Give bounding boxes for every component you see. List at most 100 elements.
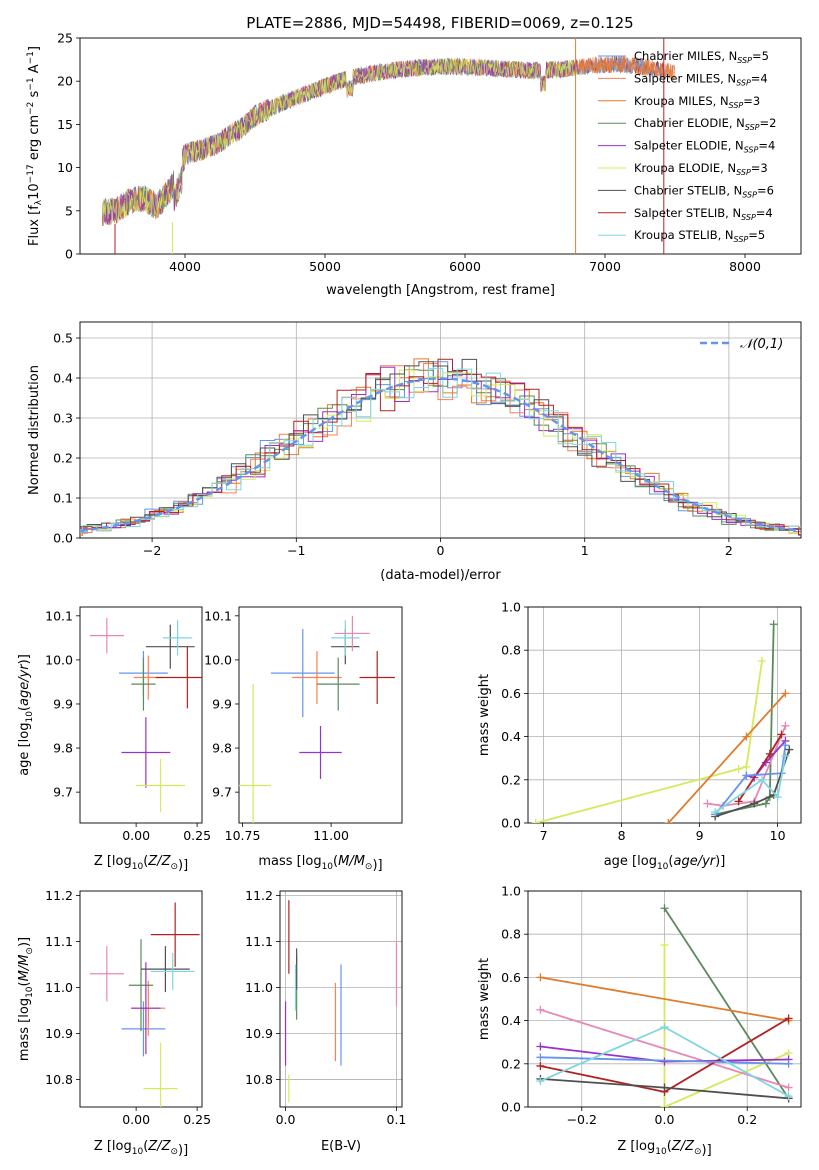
y-tick-label: 10.1 — [45, 608, 73, 623]
weight_vs_age-plot — [531, 620, 794, 823]
series-marker — [536, 1042, 545, 1051]
spectrum-line — [102, 58, 577, 226]
y-tick-label: 9.9 — [53, 696, 73, 711]
x-tick-label: 9 — [696, 828, 704, 843]
label-part: )] — [715, 854, 725, 869]
y-tick-label: 0.6 — [501, 970, 521, 985]
label-sup: −1 — [26, 77, 36, 90]
label-sub: ⊙ — [170, 1147, 178, 1157]
histogram-plot — [80, 358, 801, 536]
y-tick-label: 10.9 — [45, 1026, 73, 1041]
series-marker — [781, 689, 790, 698]
legend-sub: SSP — [736, 78, 751, 87]
y-tick-label: 10.8 — [245, 1072, 273, 1087]
x-tick-label: 7000 — [589, 259, 621, 274]
label-part: Z [log — [617, 1139, 655, 1154]
series-marker — [765, 749, 774, 758]
series-marker — [781, 721, 790, 730]
label-part: Z [log — [94, 1139, 132, 1154]
spectrum-axes: 4000 5000 6000 7000 8000 0 5 10 15 20 25 wavelength… — [26, 31, 802, 298]
legend-sub: SSP — [734, 235, 749, 244]
y-tick-label: 0.4 — [53, 371, 73, 386]
y-tick-label: 0.8 — [501, 643, 521, 658]
x-tick-label: 0 — [437, 543, 445, 558]
spectrum-line — [102, 55, 664, 226]
series-marker — [742, 762, 751, 771]
label-part: age/yr — [17, 663, 32, 706]
label-part: Flux [f — [27, 205, 42, 246]
label-sub: 10 — [25, 711, 35, 723]
series-line — [714, 755, 787, 813]
mass_vs_ebv-plot — [284, 900, 398, 1103]
series-marker — [711, 808, 720, 817]
y-tick-label: 1.0 — [501, 600, 521, 615]
x-tick-label: 1 — [581, 543, 589, 558]
series-marker — [660, 904, 669, 913]
series-marker — [664, 819, 673, 823]
series-marker — [758, 775, 766, 784]
axes-frame — [79, 890, 203, 1108]
legend-text: =4 — [751, 71, 768, 85]
legend-entry: Salpeter STELIB, NSSP=4 — [634, 206, 773, 222]
x-tick-label: 6000 — [449, 259, 481, 274]
label-part: )] — [178, 858, 188, 873]
label-part: )] — [702, 1143, 712, 1158]
label-part: mass [log — [258, 854, 321, 869]
label-part: ( — [17, 706, 32, 711]
label-sup: −2 — [26, 102, 36, 115]
x-axis-label: wavelength [Angstrom, rest frame] — [326, 283, 555, 298]
axes-frame — [238, 606, 403, 824]
legend-sub: SSP — [742, 190, 757, 199]
series-marker — [536, 1077, 545, 1086]
series-marker — [781, 741, 790, 750]
y-tick-label: 10 — [57, 160, 73, 175]
x-tick-label: 10.75 — [225, 828, 261, 843]
spectrum-line — [102, 55, 675, 226]
y-tick-label: 9.7 — [53, 785, 73, 800]
x-tick-label: 2 — [725, 543, 733, 558]
x-axis-label: Z [log10(Z/Z⊙)] — [94, 854, 188, 873]
series-marker — [660, 1057, 669, 1066]
label-sub: ⊙ — [170, 862, 178, 872]
mass_vs_ebv-axes: 0.0 0.1 10.8 10.9 11.0 11.1 11.2 E(B-V) — [245, 888, 406, 1154]
label-sub: 10 — [132, 862, 144, 872]
legend-text: Kroupa MILES, N — [634, 94, 729, 108]
x-tick-label: 7 — [540, 828, 548, 843]
y-tick-label: 0.2 — [501, 1056, 521, 1071]
label-sub: ⊙ — [694, 1147, 702, 1157]
label-part: A — [27, 64, 42, 77]
label-part: age/yr — [673, 854, 716, 869]
legend-entry: Chabrier ELODIE, NSSP=2 — [634, 116, 776, 132]
y-tick-label: 0.2 — [53, 451, 73, 466]
x-axis-label: E(B-V) — [321, 1139, 361, 1154]
mass_vs_Z-plot — [89, 902, 200, 1107]
legend-text: Salpeter STELIB, N — [634, 206, 741, 220]
series-marker — [660, 941, 669, 949]
age_vs_mass-axes: 10.75 11.00 9.7 9.8 9.9 10.0 10.1 mass [log10(M… — [204, 606, 403, 873]
label-sub: 10 — [132, 1147, 144, 1157]
y-tick-label: 10.0 — [204, 652, 232, 667]
x-tick-label: 0.00 — [122, 1112, 150, 1127]
spectrum-line — [102, 55, 675, 226]
histogram-step — [80, 358, 801, 536]
legend-sub: SSP — [744, 146, 759, 155]
weight_vs_Z-axes: −0.2 0.0 0.2 0.0 0.2 0.4 0.6 0.8 1.0 Z [log10(Z/Z… — [477, 884, 802, 1158]
label-part: M/M — [17, 955, 32, 982]
y-tick-label: 0.0 — [501, 1100, 521, 1115]
x-tick-label: 0.2 — [737, 1112, 757, 1127]
y-tick-label: 0.0 — [53, 531, 73, 546]
x-tick-label: 0.0 — [276, 1112, 296, 1127]
y-axis-label: mass weight — [477, 958, 492, 1040]
x-axis-label: age [log10(age/yr)] — [604, 854, 726, 872]
series-line — [535, 660, 763, 823]
y-tick-label: 11.2 — [45, 888, 73, 903]
series-marker — [734, 765, 743, 773]
y-tick-label: 0.4 — [501, 1013, 521, 1028]
series-marker — [781, 752, 790, 761]
spectrum-line — [102, 55, 675, 226]
legend-sub: SSP — [729, 101, 744, 110]
histogram-step — [80, 369, 801, 531]
y-tick-label: 11.0 — [245, 980, 273, 995]
